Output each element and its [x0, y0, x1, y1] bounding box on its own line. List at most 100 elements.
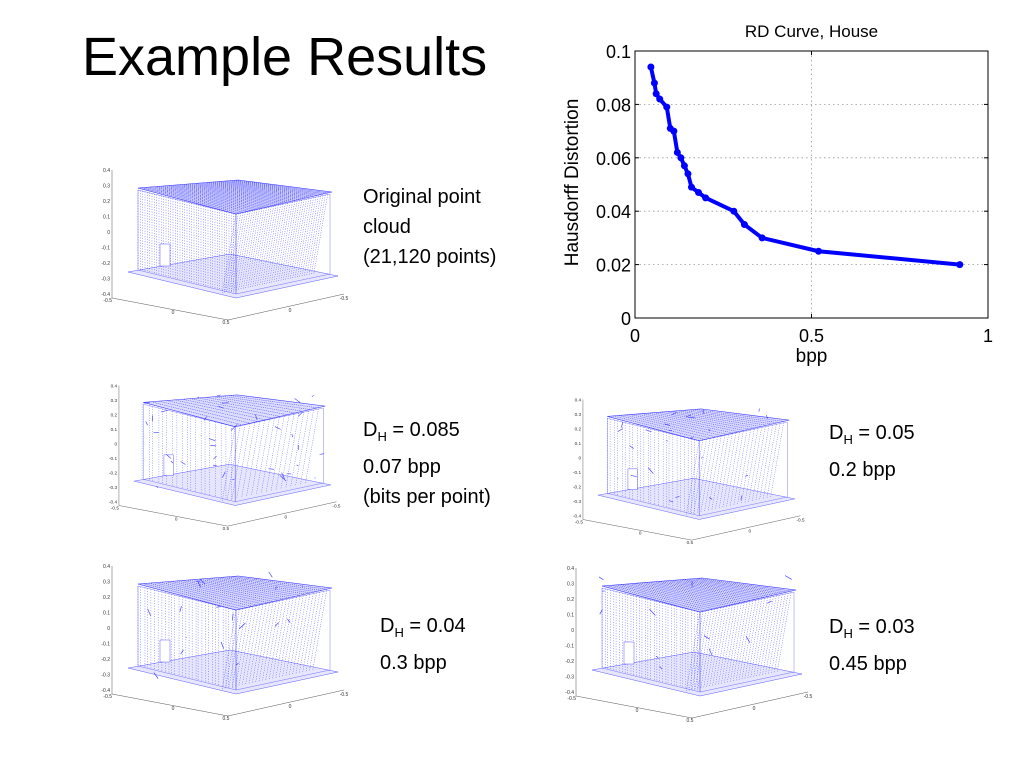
pc-side-axis — [691, 515, 801, 541]
roof-points — [648, 412, 739, 433]
side-wall-points — [305, 592, 321, 673]
artifact-points — [235, 662, 239, 666]
roof-points — [601, 585, 701, 613]
artifact-points — [197, 581, 201, 588]
roof-points — [160, 581, 258, 606]
side-wall-points — [718, 605, 733, 686]
roof-points — [636, 413, 728, 435]
roof-points — [203, 182, 299, 200]
side-wall-points — [762, 424, 777, 500]
side-wall-points — [301, 196, 317, 278]
roof-points — [172, 184, 270, 207]
side-wall-points — [733, 430, 748, 506]
pc-y-tick-label: 0.1 — [111, 427, 118, 432]
side-wall-points — [285, 596, 301, 677]
artifact-points — [617, 428, 623, 432]
house-door — [159, 243, 171, 267]
roof-points — [654, 581, 751, 601]
artifact-points — [156, 485, 158, 489]
roof-points — [182, 580, 279, 601]
artifact-points — [232, 613, 234, 621]
artifact-points — [767, 600, 772, 604]
side-wall-points — [265, 417, 280, 493]
side-wall-points — [309, 591, 324, 672]
side-wall-points — [236, 423, 251, 499]
house-floor — [127, 253, 339, 299]
side-wall-points — [747, 598, 762, 679]
artifact-points — [218, 405, 224, 409]
pc-x-tick-label: 0.5 — [687, 540, 694, 545]
roof-points — [625, 583, 723, 608]
pc-y-tick-label: 0 — [571, 628, 574, 634]
pc-y-tick-label: 0.1 — [103, 215, 110, 221]
side-wall-points — [711, 435, 726, 511]
side-wall-points — [296, 197, 312, 279]
side-wall-points — [311, 194, 326, 276]
artifact-points — [700, 456, 703, 459]
pc-x-tick-label: 0 — [172, 310, 175, 316]
side-wall-points — [226, 425, 241, 501]
pc-y-tick-label: 0.2 — [103, 595, 110, 601]
side-wall-points — [732, 601, 748, 683]
artifact-points — [238, 622, 246, 630]
side-wall-points — [272, 599, 287, 680]
roof-points — [663, 580, 760, 599]
pc-z-tick-label: 0 — [289, 308, 292, 314]
point-cloud-svg: 0.40.30.20.10-0.1-0.2-0.3-0.4-0.500.50-0… — [573, 397, 805, 545]
point-cloud-svg: 0.40.30.20.10-0.1-0.2-0.3-0.4-0.500.50-0… — [101, 168, 348, 326]
pc-front-axis — [111, 693, 229, 717]
y-tick-label: 0.08 — [596, 95, 631, 115]
side-wall-points — [231, 211, 246, 293]
pc-y-tick-label: -0.1 — [101, 246, 110, 252]
artifact-points — [766, 414, 768, 419]
side-wall-points — [247, 208, 263, 289]
side-wall-points — [298, 593, 314, 674]
side-wall-points — [225, 609, 240, 690]
house-floor — [591, 651, 803, 697]
pc-x-tick-label: -0.5 — [111, 505, 119, 510]
side-wall-points — [228, 212, 244, 293]
artifact-points — [170, 460, 174, 464]
artifact-points — [166, 454, 171, 459]
pc-z-tick-label: 0 — [749, 529, 752, 534]
roof-points — [176, 184, 273, 206]
roof-points — [190, 398, 281, 417]
side-wall-points — [231, 607, 247, 688]
side-wall-points — [313, 194, 328, 275]
pc-side-axis — [227, 293, 345, 321]
roof-points — [197, 397, 288, 415]
side-wall-points — [238, 606, 254, 687]
pc-y-tick-label: -0.2 — [101, 657, 110, 663]
side-wall-points — [295, 594, 311, 675]
roof-points — [180, 184, 277, 205]
pc-y-tick-label: 0.2 — [103, 199, 110, 205]
roof-points — [143, 402, 236, 428]
roof-points — [649, 581, 746, 602]
side-wall-points — [726, 603, 742, 684]
side-wall-points — [308, 195, 324, 276]
side-wall-points — [300, 410, 314, 486]
side-wall-points — [292, 198, 307, 280]
pc-y-tick-label: 0.1 — [567, 613, 574, 619]
data-point — [740, 221, 748, 229]
artifact-points — [675, 496, 680, 498]
pc-x-tick-label: -0.5 — [103, 298, 112, 304]
side-wall-points — [292, 594, 307, 676]
pc-y-tick-label: -0.3 — [101, 277, 110, 283]
roof-points — [673, 579, 769, 597]
pc-y-tick-label: -0.4 — [565, 690, 574, 696]
side-wall-points — [231, 424, 246, 500]
side-wall-points — [729, 602, 745, 683]
side-wall-points — [295, 411, 309, 487]
pc-y-tick-label: 0 — [107, 230, 110, 236]
result-point-cloud-plot-2: 0.4 0.3 0.2 0.1 0 -0.1 -0.2 -0.3 -0.4 -0.5 0 0.5 0 -0… — [562, 392, 812, 545]
side-wall-points — [235, 210, 251, 292]
house-shape — [133, 394, 331, 506]
pc-y-tick-label: -0.1 — [573, 470, 581, 475]
side-wall-points — [266, 204, 281, 285]
artifact-points — [291, 433, 293, 438]
roof-points — [215, 577, 311, 594]
artifact-points — [279, 475, 287, 482]
artifact-points — [617, 478, 619, 480]
caption-result-2-distortion: DH = 0.05 — [829, 422, 915, 447]
